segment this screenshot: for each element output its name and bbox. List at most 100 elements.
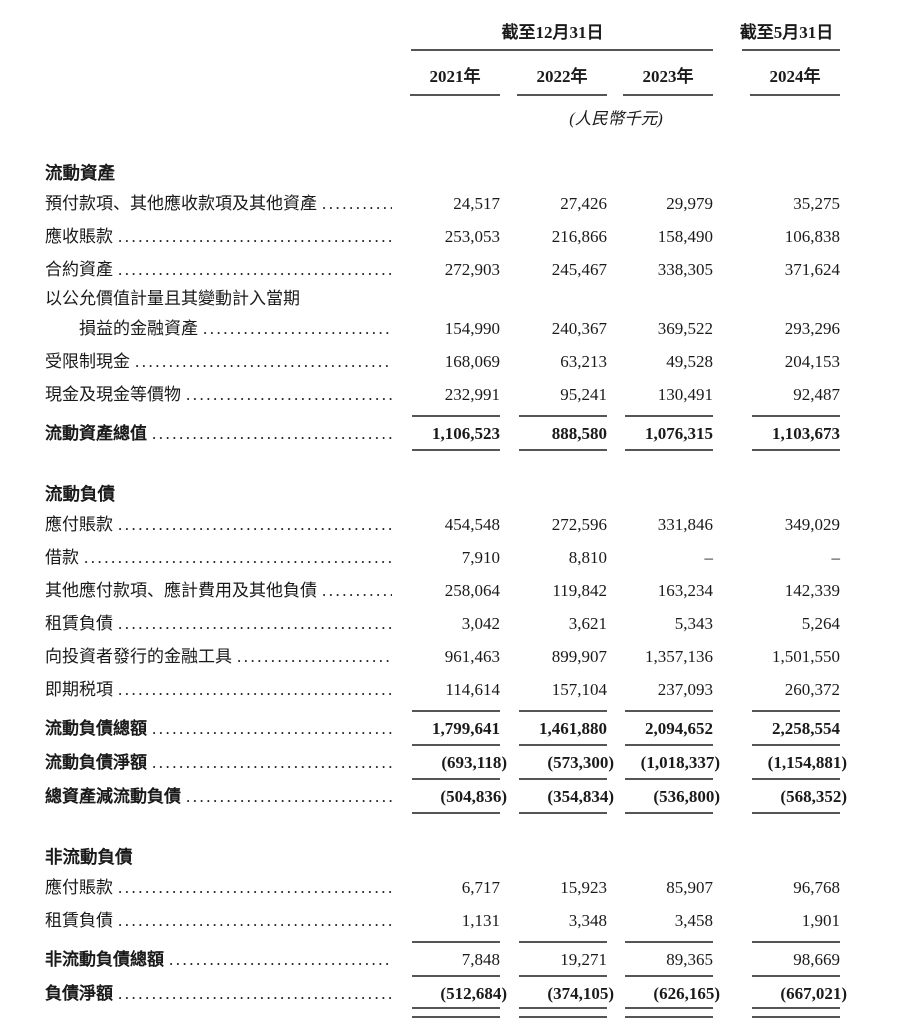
single-rule xyxy=(412,808,500,814)
column-rule-row xyxy=(45,706,924,717)
rule-cell xyxy=(733,411,840,422)
table-row: 非流動負債總額.................................… xyxy=(45,948,924,971)
row-value: 158,490 xyxy=(607,220,713,253)
rule-cell xyxy=(733,971,840,982)
single-rule xyxy=(519,411,607,417)
dot-leader: ........................................… xyxy=(169,950,392,969)
value-number: 899,907 xyxy=(551,647,607,666)
row-value: 35,275 xyxy=(733,187,840,220)
rule-cell xyxy=(500,740,607,751)
single-rule xyxy=(519,808,607,814)
dot-leader: ........................................… xyxy=(118,614,392,633)
row-label-cell: 應付賬款....................................… xyxy=(45,871,392,904)
rule-cell xyxy=(392,774,500,785)
value-number: 6,717 xyxy=(461,878,500,897)
row-value: 49,528 xyxy=(607,345,713,378)
value-number: (568,352) xyxy=(780,787,847,806)
row-label-cell: 流動負債總額..................................… xyxy=(45,717,392,740)
row-value: 6,717 xyxy=(392,871,500,904)
row-label: 預付款項、其他應收款項及其他資產 xyxy=(45,194,317,213)
value-number: 1,901 xyxy=(801,911,840,930)
value-number: 49,528 xyxy=(666,352,713,371)
single-rule xyxy=(625,740,713,746)
row-label-cell: 負債淨額....................................… xyxy=(45,982,392,1005)
value-number: 1,357,136 xyxy=(645,647,713,666)
rule-cell xyxy=(733,706,840,717)
value-number: 216,866 xyxy=(551,227,607,246)
rule-cell xyxy=(500,1005,607,1018)
section-title: 流動負債 xyxy=(45,484,115,504)
value-number: 888,580 xyxy=(551,424,607,443)
dot-leader: ........................................… xyxy=(322,581,392,600)
column-gap xyxy=(713,411,733,422)
value-number: 95,241 xyxy=(560,385,607,404)
value-number: 3,042 xyxy=(461,614,500,633)
row-label: 合約資產 xyxy=(45,260,113,279)
value-number: 15,923 xyxy=(560,878,607,897)
dot-leader: ........................................… xyxy=(118,227,392,246)
label-column-spacer xyxy=(45,96,392,129)
rule-cell xyxy=(607,411,713,422)
currency-note-row: (人民幣千元) xyxy=(45,96,924,129)
row-value: (536,800) xyxy=(607,785,720,808)
row-label: 以公允價值計量且其變動計入當期 xyxy=(45,289,300,308)
value-number: 130,491 xyxy=(657,385,713,404)
column-rule-row xyxy=(45,740,924,751)
value-number: 114,614 xyxy=(445,680,500,699)
row-value: 27,426 xyxy=(500,187,607,220)
row-value: (512,684) xyxy=(392,982,507,1005)
row-label-cell: 即期税項....................................… xyxy=(45,673,392,706)
dot-leader: ........................................… xyxy=(152,424,392,443)
column-gap xyxy=(713,706,733,717)
row-value: 369,522 xyxy=(607,312,713,345)
value-number: 63,213 xyxy=(560,352,607,371)
dot-leader: ........................................… xyxy=(152,719,392,738)
single-rule xyxy=(519,971,607,977)
row-value: 3,042 xyxy=(392,607,500,640)
single-rule xyxy=(412,937,500,943)
single-rule xyxy=(752,808,840,814)
value-number: 85,907 xyxy=(666,878,713,897)
row-label: 租賃負債 xyxy=(45,911,113,930)
single-rule xyxy=(625,808,713,814)
value-number: 92,487 xyxy=(793,385,840,404)
row-label: 總資產減流動負債 xyxy=(45,787,181,806)
value-number: 331,846 xyxy=(657,515,713,534)
row-value: (626,165) xyxy=(607,982,720,1005)
value-number: 232,991 xyxy=(444,385,500,404)
section-3: 非流動負債 應付賬款...............................… xyxy=(45,843,924,1018)
year-column-2023: 2023年 xyxy=(607,51,713,96)
value-number: 89,365 xyxy=(666,950,713,969)
rule-cell xyxy=(607,445,713,456)
row-value: (1,154,881) xyxy=(733,751,847,774)
column-gap xyxy=(713,971,733,982)
single-rule xyxy=(752,445,840,451)
row-value: 63,213 xyxy=(500,345,607,378)
rule-cell xyxy=(607,1005,713,1018)
value-number: 5,264 xyxy=(801,614,840,633)
row-value: 899,907 xyxy=(500,640,607,673)
row-label: 非流動負債總額 xyxy=(45,950,164,969)
value-number: 1,103,673 xyxy=(772,424,840,443)
single-rule xyxy=(752,706,840,712)
value-number: 245,467 xyxy=(551,260,607,279)
value-number: (374,105) xyxy=(547,984,614,1003)
row-label: 即期税項 xyxy=(45,680,113,699)
row-value: 19,271 xyxy=(500,948,607,971)
column-rule-row xyxy=(45,445,924,456)
single-rule xyxy=(625,937,713,943)
row-label-cell: 流動負債淨額..................................… xyxy=(45,751,392,774)
row-label-cell: 受限制現金...................................… xyxy=(45,345,392,378)
value-number: – xyxy=(831,548,841,567)
rule-cell xyxy=(733,445,840,456)
row-value: – xyxy=(733,541,841,574)
row-value: 157,104 xyxy=(500,673,607,706)
table-row: 即期税項....................................… xyxy=(45,673,924,706)
year-header-row: 2021年 2022年 2023年 2024年 xyxy=(45,51,924,96)
row-label-cell: 損益的金融資產.................................… xyxy=(45,312,392,345)
row-value: 1,076,315 xyxy=(607,422,713,445)
row-label: 現金及現金等價物 xyxy=(45,385,181,404)
row-value: 3,348 xyxy=(500,904,607,937)
single-rule xyxy=(519,740,607,746)
value-number: 168,069 xyxy=(444,352,500,371)
